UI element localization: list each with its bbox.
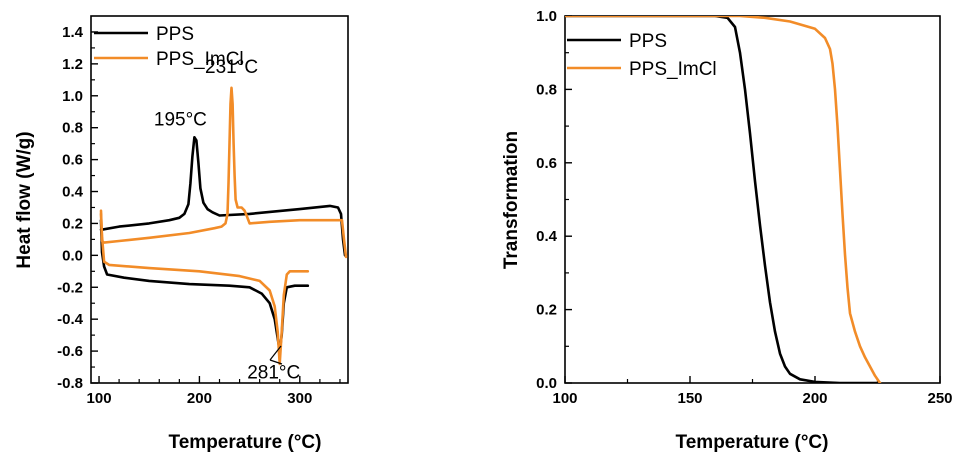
transformation-series-line-pps	[565, 16, 879, 383]
transformation-legend-label: PPS_ImCl	[629, 59, 717, 80]
transformation-x-tick-label: 100	[552, 390, 577, 407]
heat-flow-annotation-leader	[269, 345, 282, 361]
heat-flow-y-tick-label: 0.6	[62, 152, 83, 169]
transformation-y-tick-label: 0.6	[536, 155, 557, 172]
heat-flow-legend-label: PPS	[156, 24, 194, 45]
transformation-x-tick-label: 150	[677, 390, 702, 407]
transformation-y-tick-label: 0.4	[536, 228, 558, 245]
heat-flow-y-tick-label: 0.8	[62, 120, 83, 137]
transformation-legend-label: PPS	[629, 31, 667, 52]
heat-flow-y-tick-label: 0.0	[62, 247, 83, 264]
transformation-x-tick-label: 200	[802, 390, 827, 407]
heat-flow-y-axis-title: Heat flow (W/g)	[14, 131, 35, 268]
transformation-y-axis-title: Transformation	[501, 131, 522, 269]
heat-flow-legend-label: PPS_ImCl	[156, 49, 244, 70]
transformation-series-line-pps-imcl	[565, 16, 882, 383]
transformation-y-tick-label: 0.2	[536, 302, 557, 319]
transformation-chart: Temperature (°C) Transformation 100 150 20…	[501, 8, 953, 453]
transformation-x-axis-title: Temperature (°C)	[676, 432, 829, 453]
heat-flow-y-tick-label: 0.2	[62, 215, 83, 232]
heat-flow-y-tick-label: -0.8	[57, 375, 83, 392]
heat-flow-series-line-pps-imcl	[99, 212, 310, 366]
transformation-plot-frame	[564, 15, 941, 384]
heat-flow-x-tick-label: 100	[87, 390, 112, 407]
heat-flow-chart: Temperature (°C) Heat flow (W/g) 100 200 3…	[14, 15, 349, 453]
heat-flow-y-tick-label: -0.6	[57, 343, 83, 360]
heat-flow-y-tick-label: -0.4	[57, 311, 84, 328]
heat-flow-y-tick-label: 1.0	[62, 88, 83, 105]
heat-flow-x-tick-label: 200	[187, 390, 212, 407]
transformation-y-tick-label: 0.0	[536, 375, 557, 392]
heat-flow-annotation-leader	[269, 359, 283, 365]
heat-flow-y-tick-label: 0.4	[62, 184, 84, 201]
transformation-x-tick-label: 250	[927, 390, 952, 407]
heat-flow-x-axis-title: Temperature (°C)	[169, 432, 322, 453]
heat-flow-peak-annotation: 231°C	[205, 57, 258, 78]
heat-flow-series-line-pps	[99, 136, 347, 257]
heat-flow-x-tick-label: 300	[287, 390, 312, 407]
heat-flow-y-tick-label: -0.2	[57, 279, 83, 296]
transformation-y-tick-label: 1.0	[536, 8, 557, 25]
heat-flow-y-tick-label: 1.2	[62, 56, 83, 73]
transformation-y-tick-label: 0.8	[536, 81, 557, 98]
heat-flow-peak-annotation: 195°C	[154, 109, 207, 130]
heat-flow-y-tick-label: 1.4	[62, 24, 84, 41]
heat-flow-peak-annotation: 281°C	[247, 362, 300, 383]
heat-flow-series-line-pps-imcl	[99, 86, 348, 259]
